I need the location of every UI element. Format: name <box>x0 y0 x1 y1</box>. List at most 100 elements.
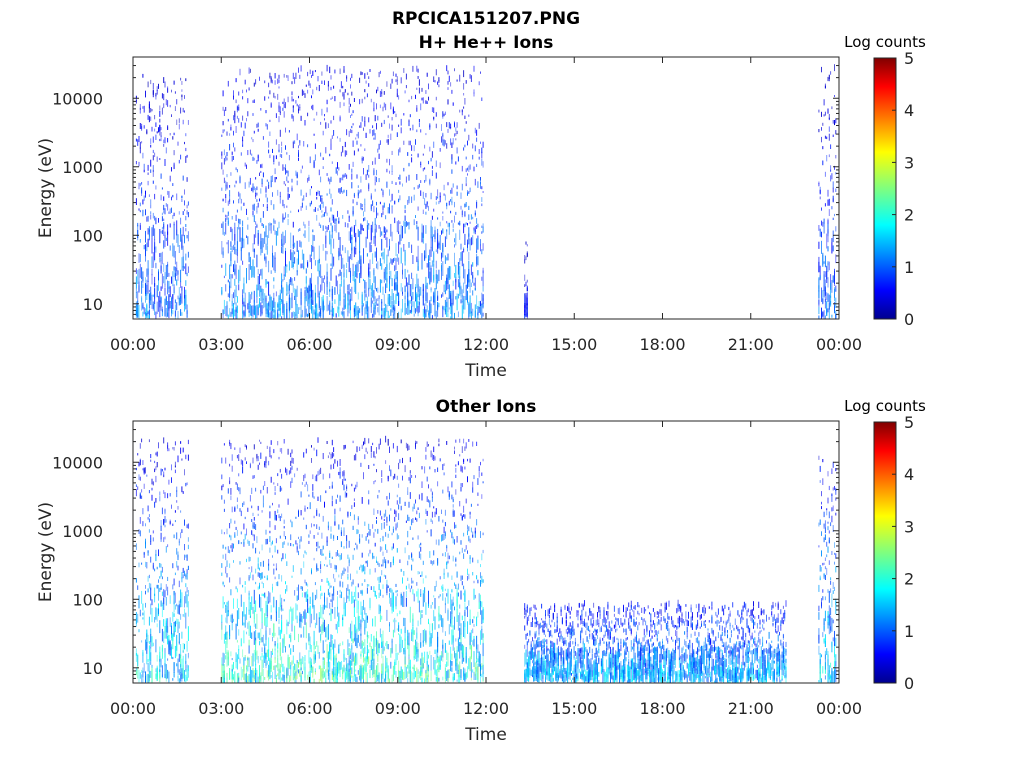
spectrogram-cell <box>172 136 174 140</box>
spectrogram-cell <box>142 199 144 205</box>
spectrogram-cell <box>373 649 375 664</box>
spectrogram-cell <box>368 223 370 230</box>
spectrogram-cell <box>147 517 149 520</box>
spectrogram-cell <box>141 182 143 185</box>
spectrogram-cell <box>326 281 328 295</box>
spectrogram-cell <box>248 639 250 647</box>
spectrogram-cell <box>242 260 244 265</box>
spectrogram-cell <box>145 190 146 198</box>
spectrogram-cell <box>291 91 293 96</box>
spectrogram-cell <box>137 453 139 456</box>
spectrogram-cell <box>138 562 140 568</box>
spectrogram-cell <box>439 221 441 227</box>
spectrogram-cell <box>404 465 406 473</box>
spectrogram-cell <box>253 266 255 278</box>
spectrogram-cell <box>350 115 351 118</box>
spectrogram-cell <box>317 76 319 82</box>
spectrogram-cell <box>467 239 468 248</box>
spectrogram-cell <box>178 604 180 615</box>
spectrogram-cell <box>434 226 436 232</box>
spectrogram-cell <box>377 298 379 302</box>
spectrogram-cell <box>385 544 387 550</box>
spectrogram-cell <box>292 98 294 102</box>
spectrogram-cell <box>326 296 328 312</box>
spectrogram-cell <box>279 670 281 683</box>
spectrogram-cell <box>180 644 182 656</box>
spectrogram-cell <box>145 671 146 683</box>
spectrogram-cell <box>350 512 351 517</box>
spectrogram-cell <box>173 132 175 136</box>
spectrogram-cell <box>283 531 285 537</box>
spectrogram-cell <box>285 145 286 150</box>
spectrogram-cell <box>353 514 355 521</box>
spectrogram-cell <box>312 484 314 491</box>
spectrogram-cell <box>286 667 288 679</box>
spectrogram-cell <box>268 149 270 154</box>
spectrogram-cell <box>327 304 329 311</box>
spectrogram-cell <box>395 523 397 530</box>
spectrogram-cell <box>338 660 340 674</box>
spectrogram-cell <box>353 663 355 677</box>
spectrogram-cell <box>230 124 232 128</box>
spectrogram-cell <box>370 446 372 453</box>
spectrogram-cell <box>248 301 250 306</box>
spectrogram-cell <box>374 638 376 647</box>
spectrogram-cell <box>168 294 170 310</box>
spectrogram-cell <box>407 678 409 683</box>
spectrogram-cell <box>185 583 187 588</box>
spectrogram-cell <box>399 634 401 645</box>
spectrogram-cell <box>184 95 185 99</box>
spectrogram-cell <box>223 532 225 535</box>
spectrogram-cell <box>285 646 286 653</box>
spectrogram-cell <box>326 580 328 583</box>
spectrogram-cell <box>139 183 141 187</box>
spectrogram-cell <box>329 178 331 185</box>
spectrogram-cell <box>244 673 246 682</box>
spectrogram-cell <box>148 672 150 683</box>
spectrogram-cell <box>225 617 227 623</box>
spectrogram-cell <box>407 514 409 521</box>
spectrogram-cell <box>236 654 238 670</box>
spectrogram-cell <box>322 278 324 283</box>
spectrogram-cell <box>472 235 474 245</box>
spectrogram-cell <box>303 253 305 269</box>
spectrogram-cell <box>275 677 277 683</box>
spectrogram-cell <box>226 174 228 178</box>
spectrogram-cell <box>461 295 463 303</box>
spectrogram-cell <box>347 639 349 655</box>
spectrogram-cell <box>274 230 276 235</box>
spectrogram-cell <box>352 596 354 603</box>
spectrogram-cell <box>285 127 286 133</box>
spectrogram-cell <box>456 79 458 82</box>
spectrogram-cell <box>407 291 409 306</box>
spectrogram-cell <box>318 546 320 549</box>
spectrogram-cell <box>225 284 227 292</box>
spectrogram-cell <box>247 666 249 672</box>
spectrogram-cell <box>251 292 253 300</box>
spectrogram-cell <box>330 75 332 80</box>
spectrogram-cell <box>339 459 341 466</box>
spectrogram-cell <box>464 203 466 208</box>
spectrogram-cell <box>235 285 237 298</box>
spectrogram-cell <box>355 237 357 250</box>
spectrogram-cell <box>167 204 169 211</box>
spectrogram-cell <box>443 284 445 292</box>
spectrogram-cell <box>253 248 255 253</box>
spectrogram-cell <box>275 177 277 180</box>
spectrogram-cell <box>253 649 255 662</box>
spectrogram-cell <box>233 200 234 204</box>
spectrogram-cell <box>300 169 302 174</box>
spectrogram-cell <box>248 292 250 303</box>
spectrogram-cell <box>294 295 296 300</box>
spectrogram-cell <box>420 633 422 647</box>
spectrogram-cell <box>321 195 323 198</box>
spectrogram-cell <box>392 314 394 319</box>
spectrogram-cell <box>277 655 279 672</box>
spectrogram-cell <box>303 452 305 458</box>
spectrogram-cell <box>376 469 377 473</box>
spectrogram-cell <box>339 188 341 194</box>
spectrogram-cell <box>333 307 335 317</box>
spectrogram-cell <box>482 270 484 287</box>
spectrogram-cell <box>182 256 184 268</box>
spectrogram-cell <box>312 474 314 480</box>
